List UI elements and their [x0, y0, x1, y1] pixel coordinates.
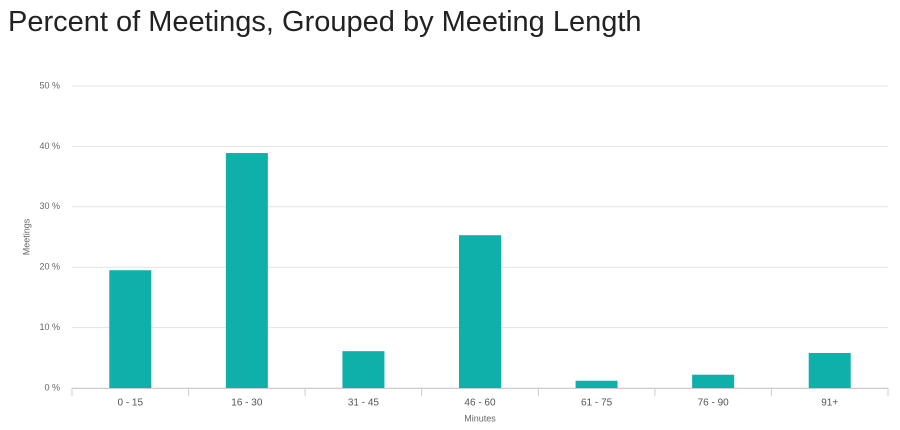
x-tick-label: 0 - 15 — [117, 398, 143, 409]
bar — [225, 153, 268, 388]
bar — [808, 352, 851, 388]
y-tick-label: 40 % — [39, 141, 60, 151]
x-tick-label: 46 - 60 — [464, 398, 496, 409]
y-axis-label: Meetings — [21, 218, 31, 255]
bar — [692, 374, 735, 388]
bar — [459, 235, 501, 388]
bar — [575, 380, 618, 388]
y-tick-label: 10 % — [39, 322, 60, 332]
x-tick-label: 76 - 90 — [698, 398, 730, 409]
x-tick-label: 31 - 45 — [348, 398, 380, 409]
y-tick-label: 30 % — [39, 201, 60, 211]
y-tick-label: 50 % — [39, 80, 60, 90]
y-tick-label: 0 % — [44, 382, 60, 392]
bar — [109, 270, 152, 388]
x-axis-label: Minutes — [464, 413, 496, 423]
x-tick-label: 61 - 75 — [581, 398, 613, 409]
y-tick-label: 20 % — [39, 262, 60, 272]
x-tick-label: 91+ — [821, 398, 838, 409]
x-tick-label: 16 - 30 — [231, 398, 263, 409]
chart-title: Percent of Meetings, Grouped by Meeting … — [8, 6, 642, 38]
bar — [342, 351, 385, 388]
